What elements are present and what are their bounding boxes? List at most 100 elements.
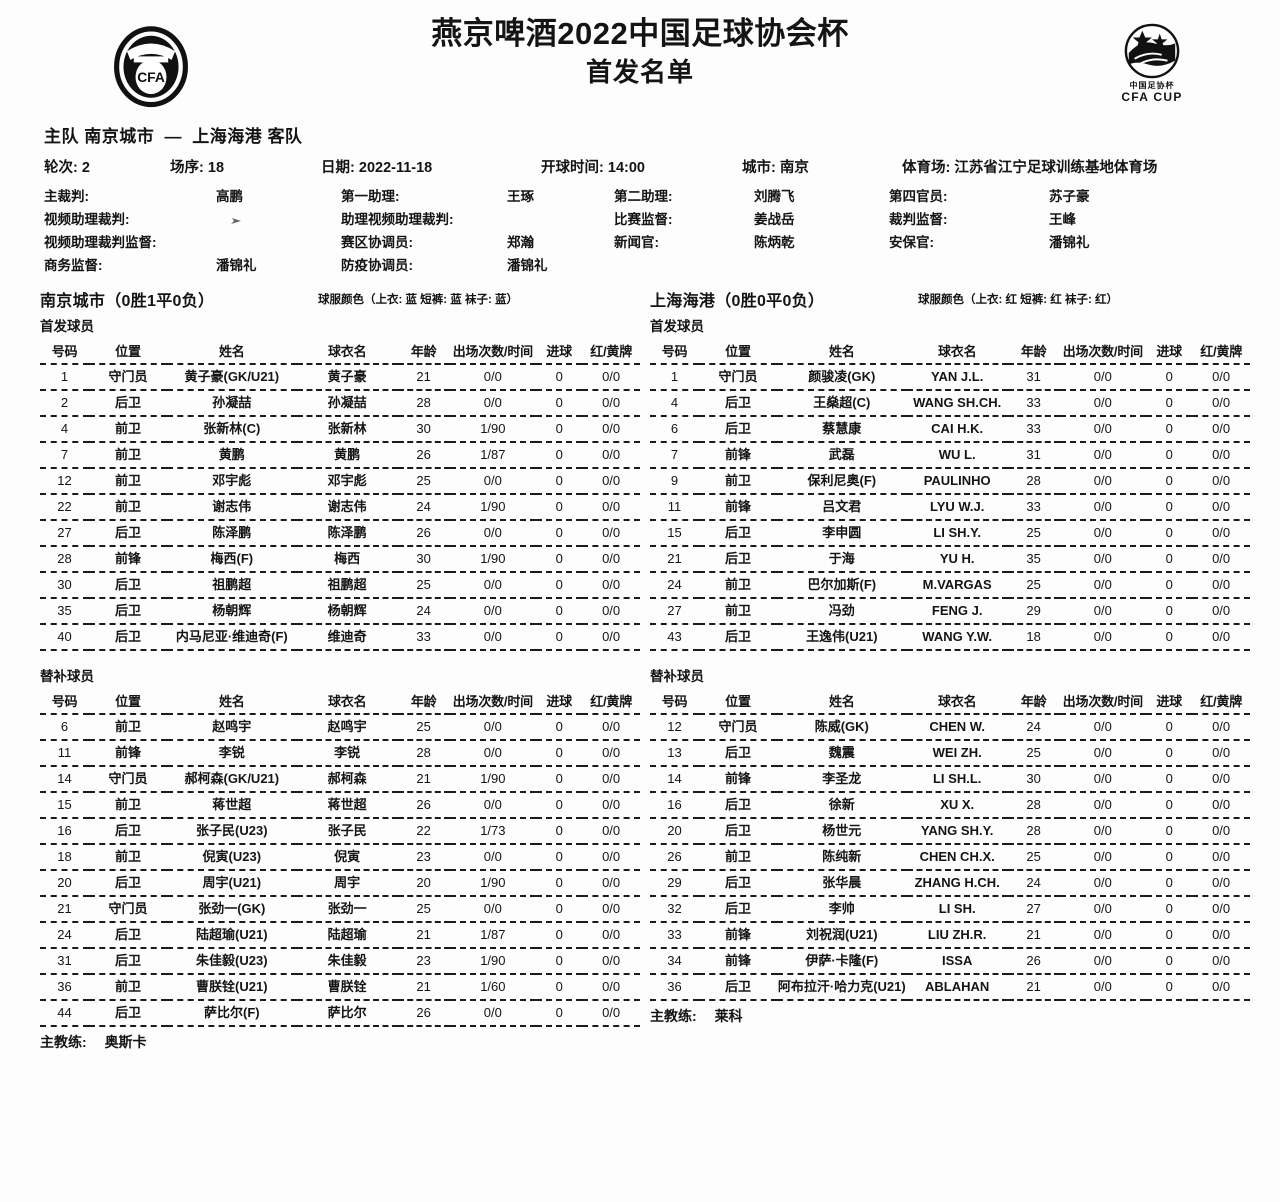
cell-goals: 0 — [1146, 546, 1193, 573]
table-row: 7 前锋 武磊 WU L. 31 0/0 0 0/0 — [650, 442, 1250, 469]
cell-goals: 0 — [1146, 714, 1193, 741]
cell-num: 14 — [40, 766, 90, 793]
cell-apps: 0/0 — [1059, 766, 1147, 793]
table-header-row: 号码 位置 姓名 球衣名 年龄 出场次数/时间 进球 红/黄牌 — [650, 341, 1250, 365]
cell-pos: 前卫 — [699, 468, 777, 495]
cell-apps: 0/0 — [1059, 818, 1147, 845]
match-order-label: 场序: — [170, 160, 204, 176]
cell-name: 邓宇彪 — [166, 468, 297, 495]
cell-shirt: ISSA — [906, 948, 1008, 975]
cell-cards: 0/0 — [582, 922, 640, 949]
away-starters-label: 首发球员 — [650, 319, 704, 334]
away-team-record: 上海海港（0胜0平0负） — [650, 293, 825, 310]
city-field: 城市: 南京 — [742, 156, 809, 177]
cell-pos: 守门员 — [699, 364, 777, 391]
cell-cards: 0/0 — [1192, 792, 1250, 819]
cell-name: 巴尔加斯(F) — [776, 572, 907, 599]
home-substitutes-thead: 号码 位置 姓名 球衣名 年龄 出场次数/时间 进球 红/黄牌 — [40, 691, 640, 715]
cfa-cup-mark-icon — [1123, 22, 1181, 80]
cell-apps: 0/0 — [1059, 740, 1147, 767]
cell-name: 倪寅(U23) — [166, 844, 297, 871]
cell-pos: 前卫 — [699, 598, 777, 625]
cell-apps: 0/0 — [449, 520, 537, 547]
cell-shirt: 黄子豪 — [296, 364, 398, 391]
cell-goals: 0 — [1146, 416, 1193, 443]
cell-name: 张子民(U23) — [166, 818, 297, 845]
column-header-1: 位置 — [89, 341, 167, 365]
cell-age: 28 — [1007, 468, 1060, 495]
cell-age: 25 — [1007, 572, 1060, 599]
cell-age: 31 — [1007, 442, 1060, 469]
cell-num: 32 — [650, 896, 700, 923]
cell-goals: 0 — [536, 870, 583, 897]
official-row: 助理视频助理裁判: — [341, 208, 611, 231]
table-row: 20 后卫 杨世元 YANG SH.Y. 28 0/0 0 0/0 — [650, 818, 1250, 845]
table-row: 44 后卫 萨比尔(F) 萨比尔 26 0/0 0 0/0 — [40, 1000, 640, 1027]
table-row: 36 后卫 阿布拉汗·哈力克(U21) ABLAHAN 21 0/0 0 0/0 — [650, 974, 1250, 1001]
table-row: 40 后卫 内马尼亚·维迪奇(F) 维迪奇 33 0/0 0 0/0 — [40, 624, 640, 651]
cell-num: 1 — [650, 364, 700, 391]
cell-cards: 0/0 — [582, 364, 640, 391]
cell-age: 25 — [397, 896, 450, 923]
cell-cards: 0/0 — [1192, 364, 1250, 391]
cell-cards: 0/0 — [1192, 572, 1250, 599]
cell-apps: 0/0 — [449, 624, 537, 651]
table-row: 4 后卫 王燊超(C) WANG SH.CH. 33 0/0 0 0/0 — [650, 390, 1250, 417]
cell-pos: 前锋 — [699, 948, 777, 975]
official-row: 安保官: 潘锦礼 — [889, 231, 1179, 254]
home-substitutes-label: 替补球员 — [40, 669, 94, 684]
cell-name: 于海 — [776, 546, 907, 573]
cell-goals: 0 — [536, 390, 583, 417]
cell-goals: 0 — [536, 598, 583, 625]
table-row: 27 前卫 冯劲 FENG J. 29 0/0 0 0/0 — [650, 598, 1250, 625]
cell-apps: 0/0 — [1059, 870, 1147, 897]
cell-name: 武磊 — [776, 442, 907, 469]
cup-logo-english-text: CFA CUP — [1121, 90, 1183, 104]
cell-goals: 0 — [536, 844, 583, 871]
table-row: 27 后卫 陈泽鹏 陈泽鹏 26 0/0 0 0/0 — [40, 520, 640, 547]
cell-shirt: 谢志伟 — [296, 494, 398, 521]
cell-shirt: ZHANG H.CH. — [906, 870, 1008, 897]
cell-pos: 守门员 — [89, 896, 167, 923]
cell-pos: 后卫 — [89, 922, 167, 949]
cell-shirt: LI SH.L. — [906, 766, 1008, 793]
cell-name: 孙凝喆 — [166, 390, 297, 417]
cell-shirt: 陈泽鹏 — [296, 520, 398, 547]
document-title: 燕京啤酒2022中国足球协会杯 — [431, 16, 849, 51]
column-header-3: 球衣名 — [906, 341, 1008, 365]
table-row: 14 守门员 郝柯森(GK/U21) 郝柯森 21 1/90 0 0/0 — [40, 766, 640, 793]
cell-name: 李帅 — [776, 896, 907, 923]
cell-name: 内马尼亚·维迪奇(F) — [166, 624, 297, 651]
cell-pos: 后卫 — [89, 624, 167, 651]
cell-name: 李圣龙 — [776, 766, 907, 793]
cell-pos: 后卫 — [89, 870, 167, 897]
cell-age: 18 — [1007, 624, 1060, 651]
cell-name: 冯劲 — [776, 598, 907, 625]
cell-shirt: FENG J. — [906, 598, 1008, 625]
table-row: 34 前锋 伊萨·卡隆(F) ISSA 26 0/0 0 0/0 — [650, 948, 1250, 975]
cell-cards: 0/0 — [582, 598, 640, 625]
cell-age: 33 — [1007, 416, 1060, 443]
cell-age: 30 — [1007, 766, 1060, 793]
table-row: 35 后卫 杨朝辉 杨朝辉 24 0/0 0 0/0 — [40, 598, 640, 625]
cell-num: 7 — [40, 442, 90, 469]
cell-num: 18 — [40, 844, 90, 871]
column-header-1: 位置 — [699, 691, 777, 715]
cell-shirt: 朱佳毅 — [296, 948, 398, 975]
table-row: 14 前锋 李圣龙 LI SH.L. 30 0/0 0 0/0 — [650, 766, 1250, 793]
cell-goals: 0 — [536, 572, 583, 599]
official-value: 潘锦礼 — [507, 258, 548, 273]
cell-num: 6 — [650, 416, 700, 443]
official-label: 裁判监督: — [889, 212, 948, 227]
away-coach-label: 主教练: — [650, 1008, 697, 1024]
cell-age: 26 — [397, 442, 450, 469]
cell-apps: 0/0 — [449, 572, 537, 599]
cell-pos: 前卫 — [89, 844, 167, 871]
cell-apps: 0/0 — [449, 792, 537, 819]
cell-goals: 0 — [1146, 818, 1193, 845]
cell-pos: 守门员 — [89, 364, 167, 391]
officials-column-2: 第一助理: 王琢 助理视频助理裁判: 赛区协调员: 郑瀚 防疫协调员: 潘锦礼 — [341, 185, 611, 277]
home-kit-colors: 球服颜色（上衣: 蓝 短裤: 蓝 袜子: 蓝） — [318, 294, 518, 306]
column-header-5: 出场次数/时间 — [1059, 691, 1147, 715]
cell-num: 14 — [650, 766, 700, 793]
